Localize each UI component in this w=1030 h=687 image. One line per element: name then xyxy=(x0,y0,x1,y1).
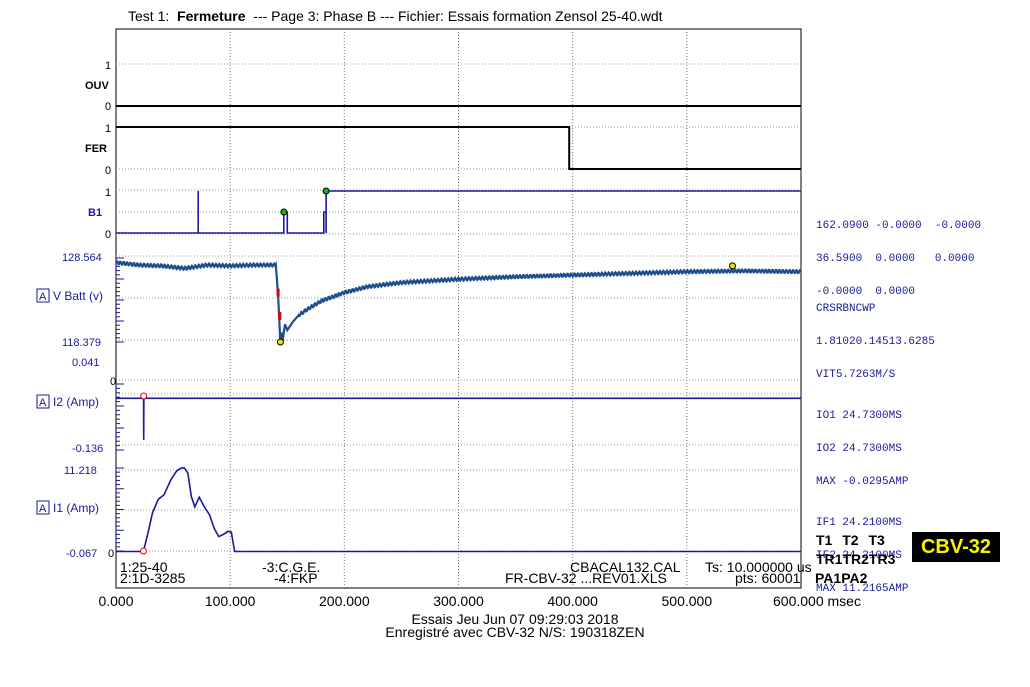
i1-min: -0.067 xyxy=(66,548,97,560)
i1-label-badge: A xyxy=(39,503,47,515)
x-tick-label: 500.000 xyxy=(662,593,713,609)
i2-min: -0.136 xyxy=(72,443,103,455)
x-tick-label: 300.000 xyxy=(433,593,484,609)
footer-serial: Enregistré avec CBV-32 N/S: 190318ZEN xyxy=(385,624,645,640)
digital-measurements: 162.0900 -0.0000 -0.0000 36.5900 0.0000 … xyxy=(816,199,981,320)
b1-marker-2 xyxy=(322,187,330,195)
digital-row-2: 36.5900 0.0000 0.0000 xyxy=(816,253,975,265)
series-i2-amp- xyxy=(116,394,801,440)
vbatt-min: 118.379 xyxy=(62,337,101,349)
digital-row-3: -0.0000 0.0000 xyxy=(816,286,916,298)
fer-label: FER xyxy=(85,143,107,155)
info-m2: -4:FKP xyxy=(274,570,318,586)
i2-measurements: IO1 24.7300MS IO2 24.7300MS MAX -0.0295A… xyxy=(816,410,909,488)
tr2-button[interactable]: TR2 xyxy=(842,551,869,567)
cbv-32-badge: CBV-32 xyxy=(912,532,1000,562)
b1-label: B1 xyxy=(88,207,102,219)
i1-zero: 0 xyxy=(108,548,114,560)
t1-button[interactable]: T1 xyxy=(816,532,833,548)
x-tick-label: 100.000 xyxy=(205,593,256,609)
chart-title: Test 1: Fermeture --- Page 3: Phase B --… xyxy=(128,8,663,24)
series-fer xyxy=(116,126,801,170)
x-tick-label: 200.000 xyxy=(319,593,370,609)
vbatt-measurements: CRSRBNCWP 1.81020.14513.6285 VIT5.7263M/… xyxy=(816,303,935,381)
i2-label-badge: A xyxy=(39,397,47,409)
x-tick-label: 0.000 xyxy=(98,593,133,609)
ouv-label: OUV xyxy=(85,80,110,92)
i1-max: 11.218 xyxy=(64,465,97,477)
series-i1-amp- xyxy=(116,467,801,553)
b1-top: 1 xyxy=(105,187,111,199)
info-l2: 2:1D-3285 xyxy=(120,570,186,586)
pa-buttons[interactable]: PA1PA2 xyxy=(815,570,868,586)
ouv-bottom: 0 xyxy=(105,101,111,113)
info-r2: FR-CBV-32 ...REV01.XLS xyxy=(505,570,667,586)
i1-measurements: IF1 24.2100MS IF2 24.2100MS MAX 11.2165A… xyxy=(816,517,909,595)
i1-label-badge-box xyxy=(36,500,50,515)
i1-label: I1 (Amp) xyxy=(53,501,99,515)
fer-bottom: 0 xyxy=(105,165,111,177)
i2-label-badge-box xyxy=(36,394,50,409)
vbatt-max-marker xyxy=(729,262,736,270)
tr-buttons: TR1TR2TR3 xyxy=(816,551,895,567)
vbatt-label-badge-box xyxy=(36,288,50,303)
i2-label: I2 (Amp) xyxy=(53,395,99,409)
i2-max: 0.041 xyxy=(72,357,100,369)
digital-row-1: 162.0900 -0.0000 -0.0000 xyxy=(816,220,982,232)
b1-marker-1 xyxy=(280,208,288,216)
tr1-button[interactable]: TR1 xyxy=(816,551,843,567)
series-v-batt-v- xyxy=(115,260,802,343)
info-m1: -3:C.G.E. xyxy=(262,559,320,575)
vbatt-max: 128.564 xyxy=(62,252,102,264)
info-r1: CBACAL132.CAL xyxy=(570,559,681,575)
tr3-button[interactable]: TR3 xyxy=(868,551,896,567)
vbatt-label-badge: A xyxy=(39,291,47,303)
t3-button[interactable]: T3 xyxy=(868,532,885,548)
vbatt-min-marker xyxy=(276,338,284,346)
x-tick-label: 400.000 xyxy=(547,593,598,609)
vbatt-label: V Batt (v) xyxy=(53,289,103,303)
footer-date: Essais Jeu Jun 07 09:29:03 2018 xyxy=(411,611,619,627)
info-ts: Ts: 10.000000 us xyxy=(705,559,812,575)
i2-zero: 0 xyxy=(110,376,116,388)
t2-button[interactable]: T2 xyxy=(842,532,859,548)
i1-marker xyxy=(139,547,147,555)
x-tick-label: 600.000 msec xyxy=(773,593,861,609)
info-pts: pts: 60001 xyxy=(735,570,801,586)
b1-bottom: 0 xyxy=(105,229,111,241)
ouv-top: 1 xyxy=(105,60,111,72)
series-b1 xyxy=(116,190,801,234)
t-buttons: T1 T2 T3 xyxy=(816,532,891,548)
info-l1: 1:25-40 xyxy=(120,559,168,575)
i2-marker xyxy=(140,392,148,400)
fer-top: 1 xyxy=(105,123,111,135)
